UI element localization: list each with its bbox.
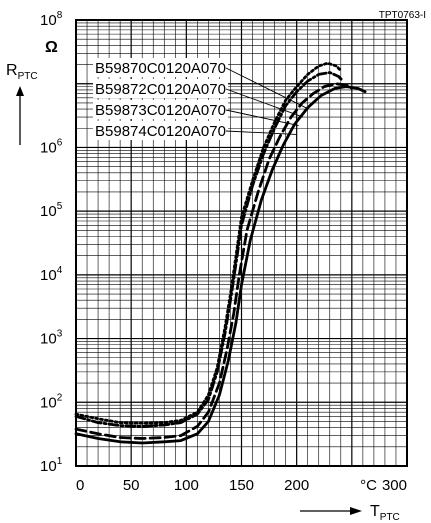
y-tick-label: 108 xyxy=(40,10,63,29)
y-tick-label: 101 xyxy=(40,456,63,475)
legend-leader-line xyxy=(225,130,297,135)
labels: 101 102 103 104 105 106 108 0 50 100 150 200 300 °C RP… xyxy=(6,10,426,523)
series-line-B59873C0120A070 xyxy=(74,82,354,440)
legend-leader-line xyxy=(225,109,299,127)
legend-label-bg xyxy=(93,121,228,140)
y-tick-label: 103 xyxy=(40,329,63,348)
legend-label: B59870C0120A070 xyxy=(95,60,226,77)
legend-label-bg xyxy=(93,100,228,119)
y-axis-label: RPTC xyxy=(6,62,38,82)
x-axis-arrowhead-icon xyxy=(350,507,362,515)
y-tick-label: 102 xyxy=(40,392,63,411)
legend-leader-line xyxy=(225,67,309,110)
y-axis-unit: Ω xyxy=(45,39,58,56)
x-axis-label: TPTC xyxy=(370,503,400,523)
legend: B59870C0120A070 B59872C0120A070 B59873C012… xyxy=(93,58,309,140)
y-tick-label: 106 xyxy=(40,137,63,156)
series-line-B59872C0120A070 xyxy=(74,71,345,428)
x-tick-label: 200 xyxy=(284,477,309,494)
plot-border xyxy=(75,19,408,467)
x-axis-unit: °C xyxy=(360,477,377,494)
x-tick-label: 150 xyxy=(229,477,254,494)
series-group xyxy=(74,61,367,445)
y-tick-label: 104 xyxy=(40,265,63,284)
y-tick-label: 105 xyxy=(40,201,63,220)
x-tick-label: 50 xyxy=(123,477,140,494)
y-axis-arrowhead-icon xyxy=(16,86,24,96)
series-line-B59874C0120A070 xyxy=(74,85,367,445)
legend-leader-line xyxy=(225,88,304,118)
legend-label: B59874C0120A070 xyxy=(95,123,226,140)
x-tick-label: 0 xyxy=(76,477,84,494)
legend-label-bg xyxy=(93,79,228,98)
plot-frame xyxy=(75,19,408,467)
figure-id-label: TPT0763-I xyxy=(379,10,426,21)
x-tick-label: 300 xyxy=(382,477,407,494)
legend-label: B59872C0120A070 xyxy=(95,81,226,98)
legend-label-bg xyxy=(93,58,228,77)
legend-label: B59873C0120A070 xyxy=(95,102,226,119)
x-tick-label: 100 xyxy=(174,477,199,494)
